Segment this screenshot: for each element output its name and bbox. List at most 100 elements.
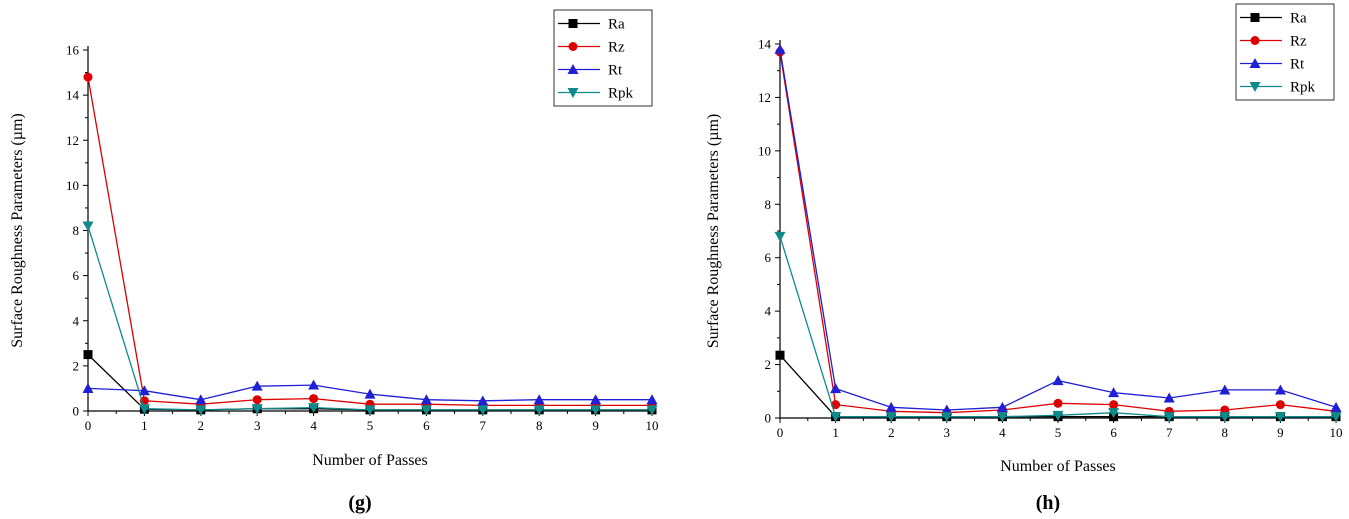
legend-label: Rpk: [608, 86, 634, 102]
data-point-rt: [1274, 384, 1286, 395]
x-tick-label: 8: [1222, 425, 1229, 440]
data-point-rpk: [1163, 412, 1175, 423]
data-point-rt: [1052, 375, 1064, 386]
data-point-rpk: [533, 405, 545, 416]
data-point-rz: [1053, 398, 1063, 408]
data-point-rz: [252, 395, 262, 405]
y-tick-label: 14: [758, 37, 772, 52]
data-point-rt: [1163, 392, 1175, 403]
data-point-rpk: [830, 412, 842, 423]
data-point-rt: [646, 394, 658, 405]
data-point-rz: [1275, 400, 1285, 410]
data-point-rt: [996, 401, 1008, 412]
y-tick-label: 2: [73, 358, 80, 373]
series-rz: [83, 72, 657, 410]
legend-marker: [568, 42, 578, 51]
series-line-rz: [87, 76, 652, 407]
data-point-rt: [251, 380, 263, 391]
data-point-rpk: [1108, 408, 1120, 419]
series-line-rt: [779, 49, 1337, 411]
y-tick-label: 12: [758, 90, 771, 105]
x-tick-label: 7: [1166, 425, 1173, 440]
x-tick-label: 9: [1277, 425, 1284, 440]
data-point-rpk: [941, 412, 953, 423]
y-tick-label: 4: [73, 313, 80, 328]
x-tick-label: 9: [592, 418, 599, 433]
legend-label: Rpk: [1290, 80, 1316, 96]
data-point-rt: [941, 404, 953, 415]
y-axis-title: Surface Roughness Parameters (µm): [705, 114, 722, 348]
y-tick-label: 10: [66, 178, 79, 193]
data-point-rt: [1219, 384, 1231, 395]
data-point-rt: [308, 379, 320, 390]
data-point-rpk: [308, 403, 320, 414]
legend-marker: [568, 19, 578, 28]
y-tick-label: 14: [66, 88, 80, 103]
legend-marker: [567, 88, 579, 98]
data-point-rpk: [420, 405, 432, 416]
series-rt: [82, 379, 658, 406]
x-tick-label: 8: [536, 418, 543, 433]
x-tick-label: 5: [1055, 425, 1062, 440]
legend-marker: [1250, 36, 1260, 45]
legend-marker: [1250, 13, 1260, 22]
data-point-rpk: [590, 405, 602, 416]
y-tick-label: 0: [765, 411, 772, 426]
data-point-rpk: [885, 412, 897, 423]
series-rpk: [82, 221, 658, 416]
x-tick-label: 10: [1330, 425, 1343, 440]
series-line-rpk: [87, 225, 652, 411]
data-point-rz: [1109, 400, 1119, 410]
legend: Ra Rz Rt Rpk: [1235, 3, 1335, 101]
data-point-rt: [885, 401, 897, 412]
data-point-rpk: [364, 405, 376, 416]
y-tick-label: 4: [765, 304, 772, 319]
data-point-rpk: [1330, 412, 1342, 423]
x-tick-label: 2: [888, 425, 895, 440]
legend-label: Ra: [1290, 11, 1307, 27]
data-point-rt: [138, 385, 150, 396]
legend-label: Rt: [608, 63, 623, 79]
data-point-ra: [775, 350, 785, 360]
y-tick-label: 10: [758, 143, 771, 158]
y-tick-label: 12: [66, 133, 79, 148]
data-point-rt: [477, 395, 489, 406]
y-tick-label: 0: [73, 404, 80, 419]
legend-label: Rt: [1290, 57, 1305, 73]
data-point-rpk: [646, 405, 658, 416]
data-point-rt: [364, 388, 376, 399]
x-tick-label: 5: [367, 418, 374, 433]
x-tick-label: 1: [141, 418, 148, 433]
data-point-rt: [1108, 387, 1120, 398]
legend-marker: [567, 64, 579, 74]
data-point-rpk: [1219, 412, 1231, 423]
data-point-rz: [831, 400, 841, 410]
panel-label: (h): [1036, 492, 1060, 514]
x-tick-label: 0: [777, 425, 784, 440]
x-tick-label: 10: [646, 418, 659, 433]
x-axis-title: Number of Passes: [312, 452, 428, 469]
data-point-rpk: [996, 412, 1008, 423]
panel-label: (g): [348, 492, 371, 514]
data-point-rt: [774, 43, 786, 54]
series-rz: [775, 47, 1341, 418]
data-point-rpk: [251, 404, 263, 415]
series-line-rz: [779, 51, 1337, 414]
series-ra: [775, 350, 1341, 422]
series-rpk: [774, 231, 1342, 423]
legend: Ra Rz Rt Rpk: [553, 9, 653, 107]
legend-label: Ra: [608, 17, 625, 33]
data-point-rpk: [138, 404, 150, 415]
y-tick-label: 2: [765, 357, 772, 372]
data-point-rt: [195, 394, 207, 405]
data-point-rt: [830, 383, 842, 394]
data-point-rpk: [774, 231, 786, 242]
y-tick-label: 6: [73, 268, 80, 283]
data-point-ra: [83, 350, 93, 360]
x-tick-label: 6: [1110, 425, 1117, 440]
data-point-rpk: [1052, 410, 1064, 421]
series-rt: [774, 43, 1342, 415]
